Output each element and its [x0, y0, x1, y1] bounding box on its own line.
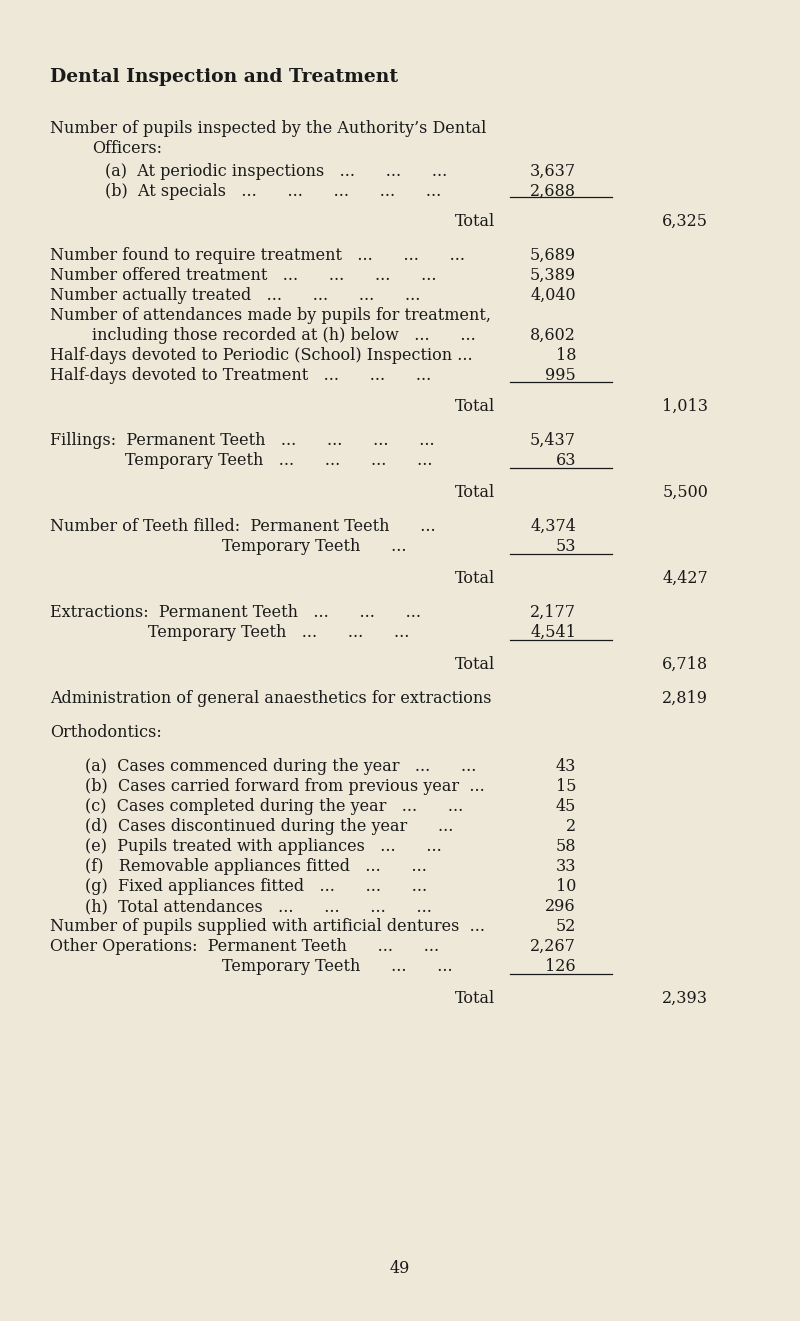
- Text: 52: 52: [556, 918, 576, 935]
- Text: 4,374: 4,374: [530, 518, 576, 535]
- Text: Number of pupils inspected by the Authority’s Dental: Number of pupils inspected by the Author…: [50, 120, 486, 137]
- Text: Total: Total: [455, 483, 495, 501]
- Text: Temporary Teeth   ...      ...      ...      ...: Temporary Teeth ... ... ... ...: [125, 452, 433, 469]
- Text: Orthodontics:: Orthodontics:: [50, 724, 162, 741]
- Text: 126: 126: [546, 958, 576, 975]
- Text: Number offered treatment   ...      ...      ...      ...: Number offered treatment ... ... ... ...: [50, 267, 437, 284]
- Text: Officers:: Officers:: [92, 140, 162, 157]
- Text: Number found to require treatment   ...      ...      ...: Number found to require treatment ... ..…: [50, 247, 465, 264]
- Text: 4,541: 4,541: [530, 624, 576, 641]
- Text: 2,177: 2,177: [530, 604, 576, 621]
- Text: 8,602: 8,602: [530, 328, 576, 343]
- Text: (a)  At periodic inspections   ...      ...      ...: (a) At periodic inspections ... ... ...: [105, 162, 447, 180]
- Text: 1,013: 1,013: [662, 398, 708, 415]
- Text: (a)  Cases commenced during the year   ...      ...: (a) Cases commenced during the year ... …: [85, 758, 476, 775]
- Text: 5,389: 5,389: [530, 267, 576, 284]
- Text: 2: 2: [566, 818, 576, 835]
- Text: 53: 53: [555, 538, 576, 555]
- Text: Temporary Teeth   ...      ...      ...: Temporary Teeth ... ... ...: [148, 624, 410, 641]
- Text: 995: 995: [546, 367, 576, 384]
- Text: 10: 10: [556, 878, 576, 896]
- Text: 5,500: 5,500: [662, 483, 708, 501]
- Text: Half-days devoted to Periodic (School) Inspection ...: Half-days devoted to Periodic (School) I…: [50, 347, 473, 365]
- Text: 5,437: 5,437: [530, 432, 576, 449]
- Text: (h)  Total attendances   ...      ...      ...      ...: (h) Total attendances ... ... ... ...: [85, 898, 432, 915]
- Text: Number of Teeth filled:  Permanent Teeth      ...: Number of Teeth filled: Permanent Teeth …: [50, 518, 436, 535]
- Text: 296: 296: [546, 898, 576, 915]
- Text: (e)  Pupils treated with appliances   ...      ...: (e) Pupils treated with appliances ... .…: [85, 838, 442, 855]
- Text: 2,267: 2,267: [530, 938, 576, 955]
- Text: 58: 58: [555, 838, 576, 855]
- Text: (g)  Fixed appliances fitted   ...      ...      ...: (g) Fixed appliances fitted ... ... ...: [85, 878, 427, 896]
- Text: 33: 33: [555, 859, 576, 875]
- Text: (b)  At specials   ...      ...      ...      ...      ...: (b) At specials ... ... ... ... ...: [105, 184, 442, 199]
- Text: 5,689: 5,689: [530, 247, 576, 264]
- Text: 3,637: 3,637: [530, 162, 576, 180]
- Text: Administration of general anaesthetics for extractions: Administration of general anaesthetics f…: [50, 690, 491, 707]
- Text: (c)  Cases completed during the year   ...      ...: (c) Cases completed during the year ... …: [85, 798, 463, 815]
- Text: 2,393: 2,393: [662, 989, 708, 1007]
- Text: Dental Inspection and Treatment: Dental Inspection and Treatment: [50, 67, 398, 86]
- Text: Number of attendances made by pupils for treatment,: Number of attendances made by pupils for…: [50, 306, 491, 324]
- Text: Total: Total: [455, 657, 495, 672]
- Text: Other Operations:  Permanent Teeth      ...      ...: Other Operations: Permanent Teeth ... ..…: [50, 938, 439, 955]
- Text: 18: 18: [555, 347, 576, 365]
- Text: 2,819: 2,819: [662, 690, 708, 707]
- Text: 45: 45: [556, 798, 576, 815]
- Text: Temporary Teeth      ...: Temporary Teeth ...: [222, 538, 406, 555]
- Text: 6,325: 6,325: [662, 213, 708, 230]
- Text: Total: Total: [455, 213, 495, 230]
- Text: 15: 15: [555, 778, 576, 795]
- Text: (d)  Cases discontinued during the year      ...: (d) Cases discontinued during the year .…: [85, 818, 454, 835]
- Text: Number of pupils supplied with artificial dentures  ...: Number of pupils supplied with artificia…: [50, 918, 485, 935]
- Text: Total: Total: [455, 569, 495, 587]
- Text: Fillings:  Permanent Teeth   ...      ...      ...      ...: Fillings: Permanent Teeth ... ... ... ..…: [50, 432, 434, 449]
- Text: including those recorded at (h) below   ...      ...: including those recorded at (h) below ..…: [92, 328, 476, 343]
- Text: Temporary Teeth      ...      ...: Temporary Teeth ... ...: [222, 958, 453, 975]
- Text: (b)  Cases carried forward from previous year  ...: (b) Cases carried forward from previous …: [85, 778, 485, 795]
- Text: 4,040: 4,040: [530, 287, 576, 304]
- Text: 4,427: 4,427: [662, 569, 708, 587]
- Text: Total: Total: [455, 398, 495, 415]
- Text: 63: 63: [555, 452, 576, 469]
- Text: (f)   Removable appliances fitted   ...      ...: (f) Removable appliances fitted ... ...: [85, 859, 427, 875]
- Text: Extractions:  Permanent Teeth   ...      ...      ...: Extractions: Permanent Teeth ... ... ...: [50, 604, 421, 621]
- Text: 6,718: 6,718: [662, 657, 708, 672]
- Text: 43: 43: [556, 758, 576, 775]
- Text: 49: 49: [390, 1260, 410, 1277]
- Text: Total: Total: [455, 989, 495, 1007]
- Text: 2,688: 2,688: [530, 184, 576, 199]
- Text: Number actually treated   ...      ...      ...      ...: Number actually treated ... ... ... ...: [50, 287, 420, 304]
- Text: Half-days devoted to Treatment   ...      ...      ...: Half-days devoted to Treatment ... ... .…: [50, 367, 431, 384]
